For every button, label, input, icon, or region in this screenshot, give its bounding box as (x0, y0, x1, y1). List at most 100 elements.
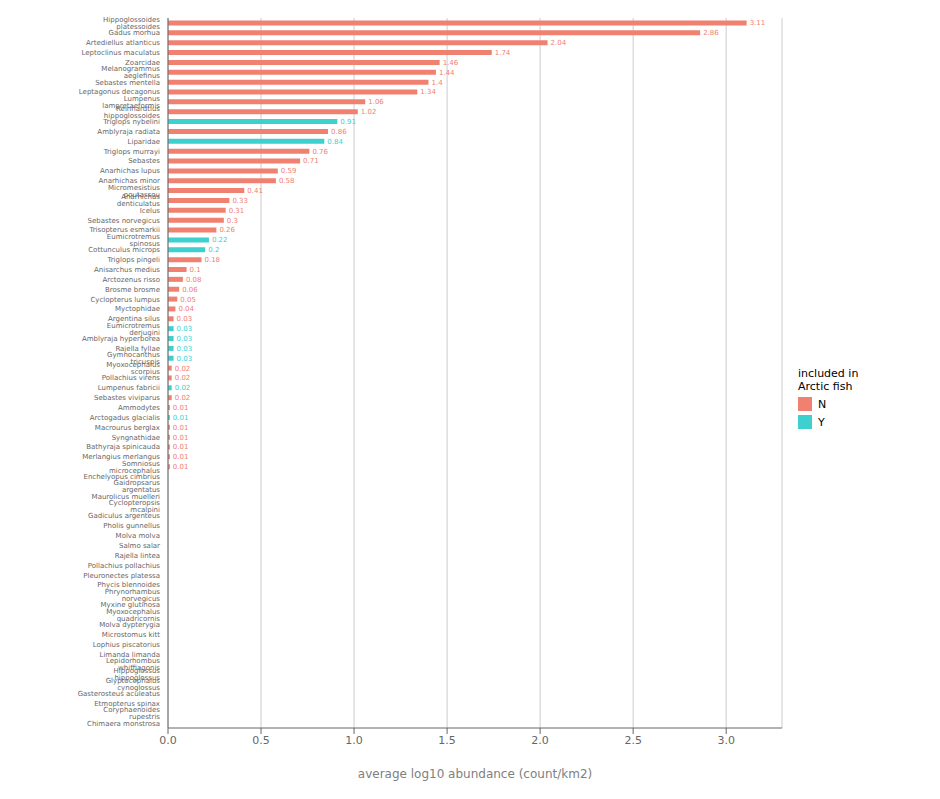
svg-text:0.02: 0.02 (175, 384, 191, 392)
svg-text:0.5: 0.5 (252, 734, 270, 747)
svg-text:0.22: 0.22 (212, 236, 228, 244)
svg-text:0.33: 0.33 (232, 197, 248, 205)
svg-text:Brosme brosme: Brosme brosme (105, 286, 160, 294)
svg-text:0.04: 0.04 (178, 305, 194, 313)
svg-text:0.03: 0.03 (177, 315, 193, 323)
svg-text:0.2: 0.2 (208, 246, 219, 254)
svg-text:Triglops nybelini: Triglops nybelini (102, 118, 160, 126)
svg-text:0.18: 0.18 (204, 256, 220, 264)
svg-text:Gasterosteus aculeatus: Gasterosteus aculeatus (78, 690, 161, 698)
svg-text:average log10 abundance (count: average log10 abundance (count/km2) (358, 767, 592, 781)
svg-text:Cyclopterus lumpus: Cyclopterus lumpus (90, 296, 160, 304)
svg-text:0.31: 0.31 (229, 207, 245, 215)
svg-text:Gadiculus argenteus: Gadiculus argenteus (88, 512, 160, 520)
svg-text:Gadus morhua: Gadus morhua (109, 29, 161, 37)
svg-text:Sebastes: Sebastes (128, 157, 160, 165)
svg-text:2.04: 2.04 (551, 39, 567, 47)
svg-text:0.01: 0.01 (173, 404, 189, 412)
svg-text:0.03: 0.03 (177, 345, 193, 353)
svg-text:0.91: 0.91 (340, 118, 356, 126)
svg-text:Amblyraja hyperborea: Amblyraja hyperborea (82, 335, 160, 343)
svg-text:Macrourus berglax: Macrourus berglax (95, 424, 160, 432)
svg-text:Myctophidae: Myctophidae (115, 305, 160, 313)
svg-text:1.06: 1.06 (368, 98, 384, 106)
svg-text:0.1: 0.1 (190, 266, 201, 274)
svg-text:Molva molva: Molva molva (116, 532, 160, 540)
svg-text:0.71: 0.71 (303, 157, 319, 165)
svg-text:1.44: 1.44 (439, 69, 455, 77)
svg-text:Rajella lintea: Rajella lintea (115, 552, 160, 560)
svg-text:3.11: 3.11 (750, 19, 766, 27)
svg-text:Pholis gunnellus: Pholis gunnellus (103, 522, 160, 530)
svg-text:Artediellus atlanticus: Artediellus atlanticus (86, 39, 160, 47)
svg-text:0.41: 0.41 (247, 187, 263, 195)
html-text:platessoides: platessoides (116, 22, 160, 31)
html-text:N: N (818, 397, 827, 411)
svg-text:0.06: 0.06 (182, 286, 198, 294)
svg-text:Arctozenus risso: Arctozenus risso (102, 276, 160, 284)
svg-text:0.0: 0.0 (159, 734, 177, 747)
html-text:included in: included in (798, 367, 859, 380)
html-text:Hippoglossoides: Hippoglossoides (103, 15, 160, 24)
svg-text:1.02: 1.02 (361, 108, 377, 116)
svg-text:1.4: 1.4 (431, 79, 443, 87)
svg-text:Molva dypterygia: Molva dypterygia (99, 621, 160, 629)
svg-text:0.08: 0.08 (186, 276, 202, 284)
svg-text:0.03: 0.03 (177, 335, 193, 343)
svg-text:1.0: 1.0 (345, 734, 363, 747)
svg-text:Sebastes norvegicus: Sebastes norvegicus (88, 217, 161, 225)
svg-text:Pollachius virens: Pollachius virens (102, 374, 161, 382)
svg-text:Cottunculus microps: Cottunculus microps (88, 246, 160, 254)
svg-text:Triglops pingeli: Triglops pingeli (106, 256, 160, 264)
svg-text:Arctogadus glacialis: Arctogadus glacialis (90, 414, 161, 422)
svg-text:1.74: 1.74 (495, 49, 511, 57)
svg-text:0.03: 0.03 (177, 355, 193, 363)
svg-text:Pollachius pollachius: Pollachius pollachius (88, 562, 161, 570)
svg-text:0.58: 0.58 (279, 177, 295, 185)
svg-text:0.05: 0.05 (180, 296, 196, 304)
svg-text:1.5: 1.5 (438, 734, 456, 747)
svg-text:0.59: 0.59 (281, 167, 297, 175)
svg-text:Leptoclinus maculatus: Leptoclinus maculatus (82, 49, 161, 57)
svg-text:Anisarchus medius: Anisarchus medius (94, 266, 160, 274)
svg-text:0.02: 0.02 (175, 365, 191, 373)
svg-text:0.01: 0.01 (173, 424, 189, 432)
svg-text:0.3: 0.3 (227, 217, 238, 225)
svg-text:0.01: 0.01 (173, 443, 189, 451)
svg-text:Icelus: Icelus (140, 207, 161, 215)
svg-text:Anarhichas lupus: Anarhichas lupus (100, 167, 160, 175)
svg-text:1.46: 1.46 (443, 59, 459, 67)
svg-text:Lumpenus fabricii: Lumpenus fabricii (98, 384, 160, 392)
svg-text:0.01: 0.01 (173, 414, 189, 422)
svg-text:Liparidae: Liparidae (128, 138, 160, 146)
svg-text:0.01: 0.01 (173, 434, 189, 442)
svg-text:2.5: 2.5 (624, 734, 642, 747)
svg-text:0.01: 0.01 (173, 463, 189, 471)
svg-text:0.03: 0.03 (177, 325, 193, 333)
svg-text:0.02: 0.02 (175, 394, 191, 402)
svg-text:1.34: 1.34 (420, 88, 436, 96)
svg-text:3.0: 3.0 (717, 734, 735, 747)
svg-text:0.01: 0.01 (173, 453, 189, 461)
svg-text:Microstomus kitt: Microstomus kitt (102, 631, 160, 639)
svg-text:2.86: 2.86 (703, 29, 719, 37)
svg-text:2.0: 2.0 (531, 734, 549, 747)
svg-text:0.02: 0.02 (175, 374, 191, 382)
svg-text:Chimaera monstrosa: Chimaera monstrosa (87, 720, 160, 728)
svg-text:Sebastes viviparus: Sebastes viviparus (94, 394, 160, 402)
html-text:Arctic fish: Arctic fish (798, 380, 853, 393)
svg-text:Amblyraja radiata: Amblyraja radiata (97, 128, 160, 136)
svg-text:Triglops murrayi: Triglops murrayi (103, 148, 160, 156)
svg-text:0.76: 0.76 (312, 148, 328, 156)
svg-text:Syngnathidae: Syngnathidae (112, 434, 160, 442)
svg-text:Salmo salar: Salmo salar (119, 542, 160, 550)
svg-text:Sebastes mentella: Sebastes mentella (95, 79, 160, 87)
svg-text:Lophius piscatorius: Lophius piscatorius (93, 641, 161, 649)
svg-text:0.26: 0.26 (219, 226, 235, 234)
svg-text:0.84: 0.84 (327, 138, 343, 146)
svg-text:Zoarcidae: Zoarcidae (125, 58, 160, 67)
svg-text:0.86: 0.86 (331, 128, 347, 136)
svg-text:Bathyraja spinicauda: Bathyraja spinicauda (86, 443, 160, 451)
svg-text:Pleuronectes platessa: Pleuronectes platessa (83, 572, 160, 580)
svg-text:Ammodytes: Ammodytes (118, 404, 160, 412)
